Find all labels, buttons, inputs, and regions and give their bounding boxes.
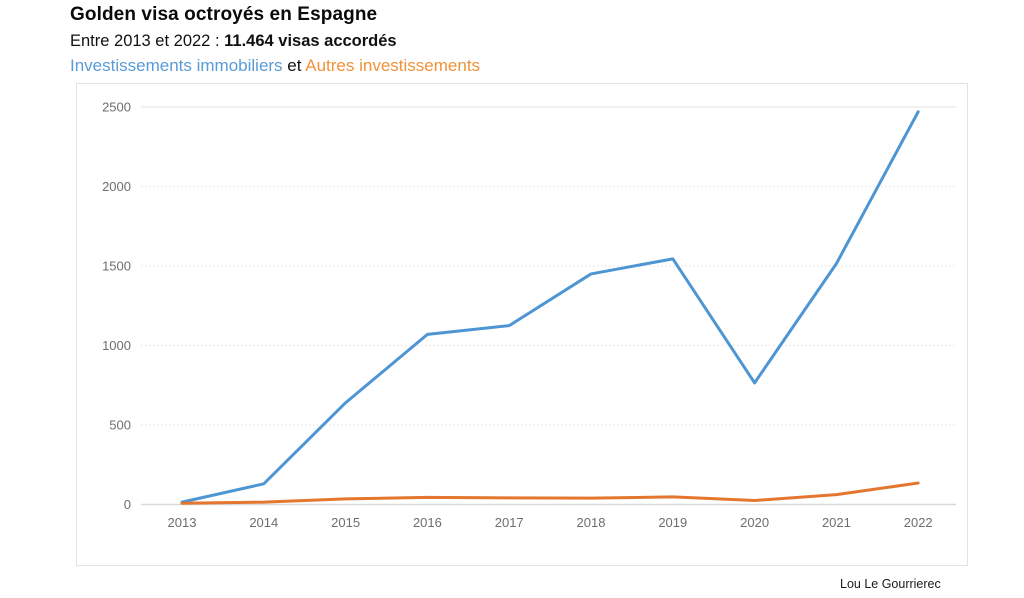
- legend-series-immobiliers: Investissements immobiliers: [70, 56, 283, 75]
- y-tick-label: 1000: [102, 338, 131, 353]
- x-tick-label: 2017: [495, 515, 524, 530]
- x-tick-label: 2018: [577, 515, 606, 530]
- chart-legend: Investissements immobiliers et Autres in…: [70, 54, 770, 77]
- x-tick-label: 2016: [413, 515, 442, 530]
- series-line-investissements-immobiliers: [180, 110, 920, 504]
- chart-subtitle: Entre 2013 et 2022 : 11.464 visas accord…: [70, 30, 770, 52]
- chart-panel: 0 500 1000 1500 2000 2500 2013 2014 2015 2016 2017…: [76, 83, 968, 566]
- legend-series-autres: Autres investissements: [305, 56, 481, 75]
- series-line-autres-investissements: [180, 481, 920, 505]
- line-chart: 0 500 1000 1500 2000 2500 2013 2014 2015 2016 2017…: [102, 100, 956, 530]
- y-tick-label: 1500: [102, 259, 131, 274]
- credit: Lou Le Gourrierec: [840, 577, 941, 591]
- chart-header: Golden visa octroyés en Espagne Entre 20…: [70, 2, 770, 77]
- x-tick-label: 2019: [658, 515, 687, 530]
- chart-subtitle-total: 11.464 visas accordés: [224, 32, 397, 50]
- x-tick-label: 2022: [904, 515, 933, 530]
- chart-subtitle-prefix: Entre 2013 et 2022 :: [70, 32, 225, 50]
- x-tick-label: 2013: [168, 515, 197, 530]
- y-tick-label: 500: [109, 418, 131, 433]
- x-tick-label: 2020: [740, 515, 769, 530]
- y-tick-label: 0: [124, 497, 131, 512]
- legend-connector: et: [282, 56, 306, 75]
- chart-title: Golden visa octroyés en Espagne: [70, 4, 378, 25]
- x-tick-label: 2015: [331, 515, 360, 530]
- y-tick-label: 2500: [102, 100, 131, 115]
- x-tick-label: 2014: [249, 515, 278, 530]
- x-tick-label: 2021: [822, 515, 851, 530]
- y-tick-label: 2000: [102, 179, 131, 194]
